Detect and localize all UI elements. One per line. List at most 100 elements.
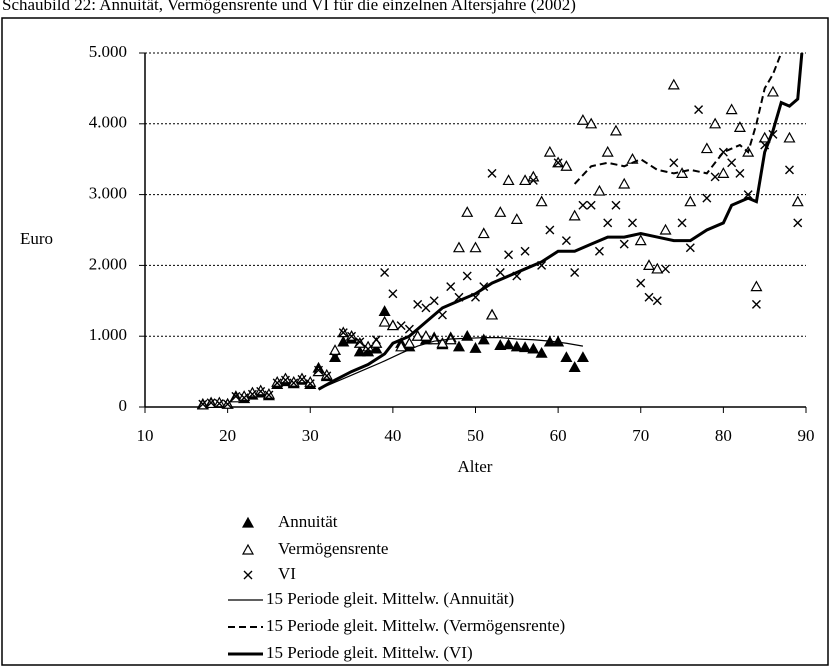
legend-label: Vermögensrente: [278, 539, 388, 558]
point: [437, 310, 447, 320]
x-axis-label: Alter: [458, 457, 493, 476]
point: [634, 234, 647, 246]
point: [535, 346, 548, 358]
point: [404, 324, 414, 334]
legend-label: 15 Periode gleit. Mittelw. (Annuität): [266, 589, 514, 608]
point: [231, 391, 241, 401]
point: [223, 399, 233, 409]
point: [436, 337, 449, 348]
point: [644, 292, 654, 302]
x-tick-label: 60: [550, 426, 567, 445]
y-tick-label: 5.000: [89, 42, 127, 61]
point: [619, 239, 629, 249]
point: [287, 375, 300, 387]
point: [667, 78, 680, 90]
point: [652, 296, 662, 306]
point: [709, 117, 722, 129]
point: [347, 331, 357, 341]
point: [783, 131, 796, 143]
point: [338, 328, 348, 338]
x-tick-label: 40: [384, 426, 401, 445]
point: [469, 342, 482, 353]
point: [254, 384, 267, 396]
point: [593, 184, 606, 196]
point: [494, 206, 507, 217]
point: [793, 218, 803, 228]
point: [279, 372, 292, 384]
moving-average-line: [317, 52, 804, 391]
point: [527, 342, 540, 354]
point: [371, 335, 381, 345]
point: [370, 342, 383, 354]
point: [461, 206, 474, 217]
legend-label: 15 Periode gleit. Mittelw. (VI): [266, 643, 473, 662]
y-tick-label: 0: [119, 396, 128, 415]
point: [576, 114, 589, 125]
point: [700, 142, 713, 154]
point: [727, 158, 737, 168]
point: [419, 329, 432, 341]
point: [520, 246, 530, 256]
point: [725, 103, 738, 115]
point: [528, 175, 538, 185]
point: [329, 344, 342, 355]
point: [487, 168, 497, 178]
point: [535, 195, 548, 207]
x-tick-label: 10: [137, 426, 154, 445]
point: [758, 131, 771, 143]
point: [271, 375, 284, 387]
point: [246, 386, 259, 398]
point: [469, 241, 482, 253]
point: [477, 227, 490, 239]
point: [388, 289, 398, 299]
point: [685, 243, 695, 253]
point: [684, 195, 697, 207]
point: [578, 200, 588, 210]
point: [452, 340, 465, 352]
frame: [1, 17, 829, 666]
point: [710, 172, 720, 182]
point: [213, 396, 226, 408]
point: [677, 218, 687, 228]
point: [305, 379, 315, 389]
point: [733, 121, 746, 132]
point: [784, 165, 794, 175]
point: [411, 329, 424, 341]
point: [502, 338, 515, 350]
point: [378, 315, 391, 327]
legend-label: VI: [278, 564, 296, 583]
point: [295, 372, 309, 384]
point: [766, 85, 779, 97]
point: [659, 223, 672, 235]
point: [611, 200, 621, 210]
point: [661, 264, 671, 274]
point: [452, 241, 465, 253]
point: [272, 378, 282, 388]
point: [717, 167, 730, 178]
point: [676, 167, 689, 178]
point: [553, 158, 563, 168]
x-tick-label: 20: [219, 426, 236, 445]
x-tick-label: 30: [302, 426, 319, 445]
point: [594, 246, 604, 256]
point: [519, 341, 532, 353]
point: [609, 124, 622, 136]
x-tick-label: 80: [715, 426, 732, 445]
point: [636, 278, 646, 288]
legend-marker: [243, 570, 253, 580]
point: [576, 351, 589, 363]
x-tick-label: 50: [467, 426, 484, 445]
point: [502, 174, 515, 186]
point: [586, 200, 596, 210]
chart-title: Schaubild 22: Annuität, Vermögensrente u…: [2, 0, 576, 14]
point: [543, 145, 556, 157]
point: [751, 299, 761, 309]
point: [743, 190, 753, 200]
point: [642, 259, 656, 270]
point: [297, 374, 307, 384]
point: [386, 319, 399, 331]
legend-marker: [241, 543, 255, 555]
point: [289, 378, 299, 388]
point: [396, 321, 406, 331]
